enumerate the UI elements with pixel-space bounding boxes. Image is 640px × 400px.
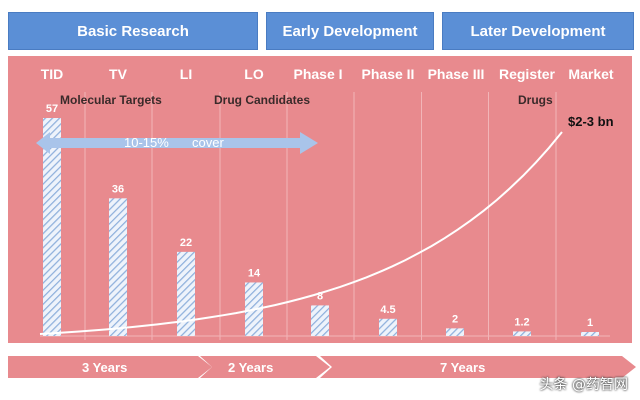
stage-labels: TID TV LI LO Phase I Phase II Phase III Registe…: [41, 66, 614, 82]
stage-label-tv: TV: [109, 66, 128, 82]
bar-tv: [109, 198, 127, 336]
coverage-arrow: 10-15% cover: [36, 132, 318, 154]
coverage-word-label: cover: [192, 135, 224, 150]
timeline-arrow-3: [320, 356, 636, 378]
bar-value-label-phase-i: 8: [317, 290, 323, 302]
phase-early-development-label: Early Development: [282, 22, 418, 40]
stage-label-tid: TID: [41, 66, 64, 82]
group-label-drug-candidates: Drug Candidates: [214, 93, 310, 107]
coverage-pct-label: 10-15%: [124, 135, 169, 150]
bar-tid: [43, 118, 61, 336]
bar-phase-i: [311, 305, 329, 336]
group-label-molecular-targets: Molecular Targets: [60, 93, 162, 107]
stage-label-phase-ii: Phase II: [362, 66, 415, 82]
timeline-label-3-years: 3 Years: [82, 360, 127, 375]
bar-value-label-lo: 14: [248, 267, 261, 279]
bar-li: [177, 251, 195, 336]
bar-market: [581, 332, 599, 336]
stage-label-lo: LO: [244, 66, 264, 82]
stage-label-li: LI: [180, 66, 192, 82]
bar-value-label-phase-ii: 4.5: [380, 304, 395, 316]
cost-curve: [39, 131, 563, 335]
bar-value-label-market: 1: [587, 317, 593, 329]
watermark: 头条 @药智网: [539, 377, 628, 393]
group-label-drugs: Drugs: [518, 93, 553, 107]
bar-value-label-register: 1.2: [514, 316, 529, 328]
bar-value-label-tid: 57: [46, 103, 58, 115]
stage-label-register: Register: [499, 66, 556, 82]
phase-early-development: Early Development: [266, 12, 434, 50]
bars: 57 36 22 14 8 4.5 2 1.2 1: [43, 103, 599, 336]
timeline-label-7-years: 7 Years: [440, 360, 485, 375]
phase-basic-research-label: Basic Research: [77, 22, 189, 40]
phase-later-development-label: Later Development: [470, 22, 606, 40]
bar-value-label-li: 22: [180, 237, 192, 249]
timeline-arrow-1: [8, 356, 212, 378]
bar-phase-iii: [446, 328, 464, 336]
bar-register: [513, 331, 531, 336]
timeline: 3 Years 2 Years 7 Years: [8, 356, 636, 378]
group-labels: Molecular Targets Drug Candidates Drugs: [60, 93, 553, 107]
timeline-arrow-2: [200, 356, 330, 378]
bar-value-label-tv: 36: [112, 183, 124, 195]
phase-later-development: Later Development: [442, 12, 634, 50]
timeline-label-2-years: 2 Years: [228, 360, 273, 375]
bar-phase-ii: [379, 318, 397, 336]
stage-label-phase-i: Phase I: [293, 66, 342, 82]
bar-value-label-phase-iii: 2: [452, 313, 458, 325]
stage-label-phase-iii: Phase III: [428, 66, 485, 82]
cost-label: $2-3 bn: [568, 114, 614, 129]
phase-basic-research: Basic Research: [8, 12, 258, 50]
stage-label-market: Market: [568, 66, 613, 82]
